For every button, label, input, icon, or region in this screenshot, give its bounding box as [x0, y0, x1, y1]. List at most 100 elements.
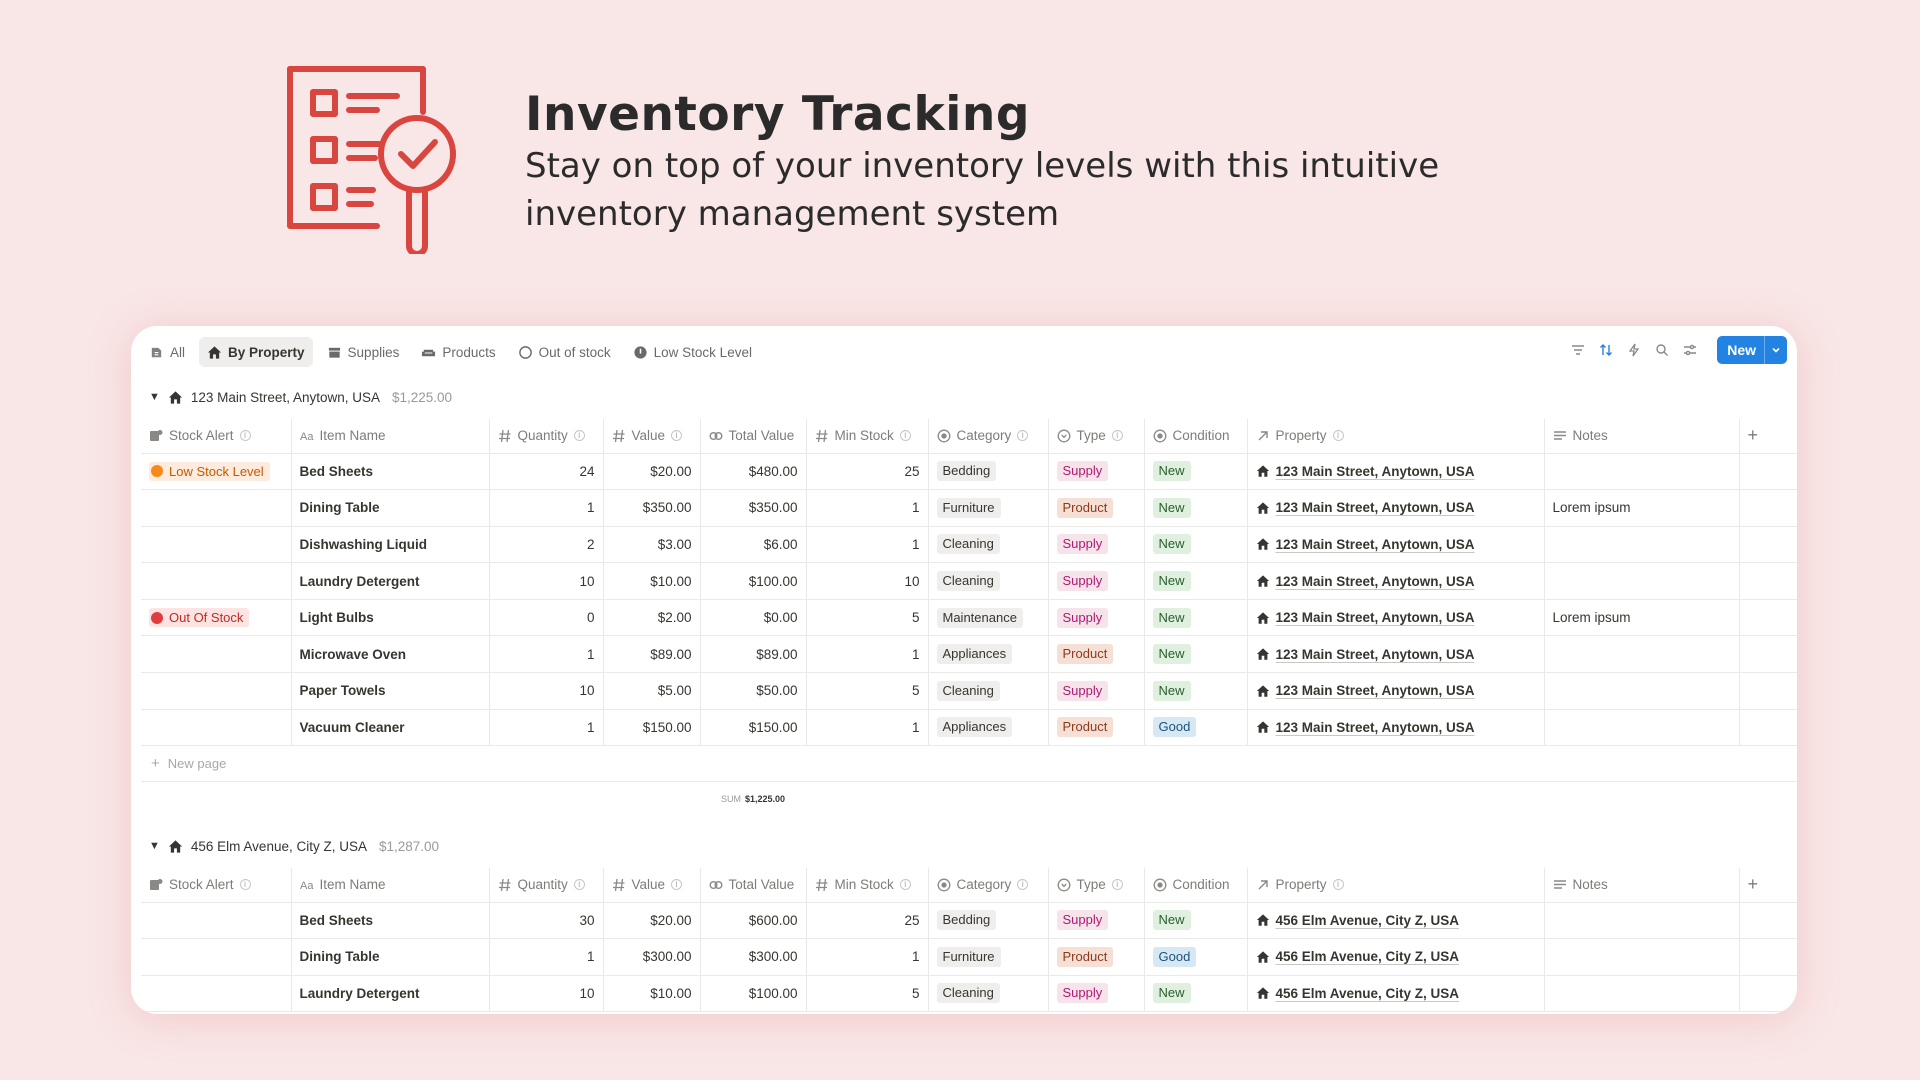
cell-stock-alert[interactable]: [141, 938, 292, 976]
cell-notes[interactable]: Lorem ipsum: [1544, 489, 1740, 527]
cell-value[interactable]: $20.00: [603, 902, 701, 940]
column-header-stock-alert[interactable]: Stock Alert i: [141, 419, 292, 454]
cell-condition[interactable]: New: [1144, 672, 1248, 710]
cell-quantity[interactable]: 1: [489, 489, 604, 527]
info-icon[interactable]: i: [671, 430, 683, 442]
info-icon[interactable]: i: [1332, 879, 1344, 891]
cell-notes[interactable]: [1544, 975, 1740, 1013]
cell-category[interactable]: Maintenance: [928, 599, 1049, 637]
cell-property[interactable]: 123 Main Street, Anytown, USA: [1247, 562, 1545, 600]
cell-value[interactable]: $150.00: [603, 709, 701, 747]
cell-value[interactable]: $89.00: [603, 635, 701, 674]
property-link[interactable]: 123 Main Street, Anytown, USA: [1275, 463, 1475, 479]
property-link[interactable]: 123 Main Street, Anytown, USA: [1275, 536, 1475, 552]
column-header-property[interactable]: Property i: [1247, 419, 1545, 454]
column-header-quantity[interactable]: Quantity i: [489, 868, 604, 903]
cell-quantity[interactable]: 1: [489, 938, 604, 976]
info-icon[interactable]: i: [573, 430, 585, 442]
cell-property[interactable]: 123 Main Street, Anytown, USA: [1247, 599, 1545, 637]
info-icon[interactable]: i: [1017, 430, 1029, 442]
cell-condition[interactable]: New: [1144, 975, 1248, 1013]
info-icon[interactable]: i: [239, 879, 251, 891]
toggle-triangle-icon[interactable]: ▼: [149, 391, 160, 403]
cell-property[interactable]: 456 Elm Avenue, City Z, USA: [1247, 902, 1545, 940]
table-row[interactable]: Dining Table 1 $300.00 $300.00 1 Furniture Pro…: [141, 938, 1797, 976]
view-tab-products[interactable]: Products: [413, 337, 503, 367]
cell-condition[interactable]: New: [1144, 562, 1248, 600]
property-link[interactable]: 123 Main Street, Anytown, USA: [1275, 500, 1475, 516]
property-link[interactable]: 456 Elm Avenue, City Z, USA: [1275, 949, 1460, 965]
cell-category[interactable]: Cleaning: [928, 672, 1049, 710]
cell-value[interactable]: $5.00: [603, 672, 701, 710]
table-row[interactable]: Dishwashing Liquid 2 $3.00 $6.00 1 Cleaning Su…: [141, 526, 1797, 564]
cell-min-stock[interactable]: 1: [806, 709, 929, 747]
cell-condition[interactable]: New: [1144, 453, 1248, 491]
cell-value[interactable]: $3.00: [603, 526, 701, 564]
cell-min-stock[interactable]: 10: [806, 562, 929, 600]
cell-type[interactable]: Supply: [1048, 902, 1145, 940]
cell-category[interactable]: Bedding: [928, 453, 1049, 491]
group-header[interactable]: ▼ 123 Main Street, Anytown, USA $1,225.00: [141, 385, 1797, 409]
column-header-value[interactable]: Value i: [603, 419, 701, 454]
view-tab-supplies[interactable]: Supplies: [319, 337, 408, 367]
cell-value[interactable]: $350.00: [603, 489, 701, 527]
group-header[interactable]: ▼ 456 Elm Avenue, City Z, USA $1,287.00: [141, 834, 1797, 858]
lightning-icon[interactable]: [1625, 341, 1643, 359]
new-page-button[interactable]: + New page: [141, 746, 1797, 783]
cell-quantity[interactable]: 24: [489, 453, 604, 491]
cell-item-name[interactable]: Bed Sheets: [291, 902, 490, 940]
column-header-condition[interactable]: Condition: [1144, 868, 1248, 903]
cell-min-stock[interactable]: 25: [806, 453, 929, 491]
cell-quantity[interactable]: 30: [489, 902, 604, 940]
cell-item-name[interactable]: Laundry Detergent: [291, 975, 490, 1013]
view-tab-out-of-stock[interactable]: Out of stock: [510, 337, 619, 367]
cell-property[interactable]: 123 Main Street, Anytown, USA: [1247, 489, 1545, 527]
info-icon[interactable]: i: [239, 430, 251, 442]
column-header-condition[interactable]: Condition: [1144, 419, 1248, 454]
column-header-item-name[interactable]: Aa Item Name: [291, 419, 490, 454]
table-row[interactable]: Paper Towels 10 $5.00 $50.00 5 Cleaning Supply…: [141, 672, 1797, 710]
cell-notes[interactable]: [1544, 938, 1740, 976]
cell-stock-alert[interactable]: [141, 975, 292, 1013]
cell-type[interactable]: Supply: [1048, 562, 1145, 600]
cell-category[interactable]: Appliances: [928, 635, 1049, 674]
column-header-min-stock[interactable]: Min Stock i: [806, 419, 929, 454]
cell-min-stock[interactable]: 5: [806, 672, 929, 710]
column-header-stock-alert[interactable]: Stock Alert i: [141, 868, 292, 903]
cell-stock-alert[interactable]: [141, 709, 292, 747]
cell-category[interactable]: Bedding: [928, 902, 1049, 940]
table-row[interactable]: Vacuum Cleaner 1 $150.00 $150.00 1 Appliances…: [141, 709, 1797, 747]
cell-notes[interactable]: [1544, 526, 1740, 564]
chevron-down-icon[interactable]: [1764, 336, 1787, 364]
cell-notes[interactable]: [1544, 709, 1740, 747]
cell-notes[interactable]: [1544, 562, 1740, 600]
cell-type[interactable]: Supply: [1048, 672, 1145, 710]
cell-condition[interactable]: Good: [1144, 938, 1248, 976]
info-icon[interactable]: i: [1111, 430, 1123, 442]
cell-value[interactable]: $10.00: [603, 975, 701, 1013]
cell-min-stock[interactable]: 1: [806, 526, 929, 564]
column-header-type[interactable]: Type i: [1048, 419, 1145, 454]
table-row[interactable]: Dining Table 1 $350.00 $350.00 1 Furniture Pro…: [141, 489, 1797, 527]
add-column-button[interactable]: +: [1739, 868, 1797, 903]
cell-category[interactable]: Furniture: [928, 489, 1049, 527]
cell-quantity[interactable]: 1: [489, 635, 604, 674]
column-header-category[interactable]: Category i: [928, 868, 1049, 903]
cell-category[interactable]: Appliances: [928, 709, 1049, 747]
cell-condition[interactable]: Good: [1144, 709, 1248, 747]
cell-condition[interactable]: New: [1144, 635, 1248, 674]
view-tab-low-stock-level[interactable]: Low Stock Level: [625, 337, 760, 367]
cell-type[interactable]: Supply: [1048, 453, 1145, 491]
cell-notes[interactable]: Lorem ipsum: [1544, 599, 1740, 637]
sort-icon[interactable]: [1597, 341, 1615, 359]
cell-condition[interactable]: New: [1144, 489, 1248, 527]
cell-quantity[interactable]: 0: [489, 599, 604, 637]
cell-property[interactable]: 456 Elm Avenue, City Z, USA: [1247, 938, 1545, 976]
cell-min-stock[interactable]: 1: [806, 635, 929, 674]
cell-property[interactable]: 123 Main Street, Anytown, USA: [1247, 709, 1545, 747]
cell-item-name[interactable]: Bed Sheets: [291, 453, 490, 491]
cell-value[interactable]: $2.00: [603, 599, 701, 637]
cell-stock-alert[interactable]: [141, 902, 292, 940]
table-row[interactable]: Bed Sheets 30 $20.00 $600.00 25 Bedding Supply…: [141, 902, 1797, 940]
column-header-total-value[interactable]: Total Value: [700, 868, 807, 903]
